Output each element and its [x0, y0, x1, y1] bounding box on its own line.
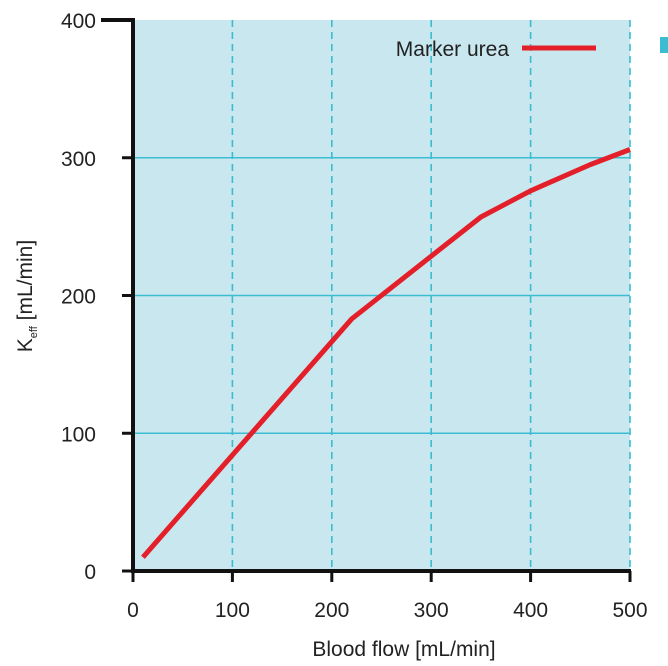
x-tick-label: 100	[215, 599, 250, 622]
legend-label: Marker urea	[396, 38, 510, 61]
corner-swatch	[660, 37, 668, 53]
x-tick-label: 0	[127, 599, 139, 622]
x-tick-label: 200	[314, 599, 349, 622]
x-tick-label: 300	[414, 599, 449, 622]
y-axis-label-main: K	[14, 338, 37, 352]
series-layer	[141, 147, 631, 559]
y-axis-label-subscript: eff	[28, 325, 40, 338]
series-line	[141, 147, 631, 559]
x-tick-labels: 0 100 200 300 400 500	[127, 599, 647, 622]
y-tick-label: 100	[61, 423, 96, 446]
y-tick-label: 400	[61, 10, 96, 33]
y-tick-labels: 0 100 200 300 400	[61, 10, 96, 584]
y-tick-label: 0	[84, 561, 96, 584]
x-axis-label: Blood flow [mL/min]	[312, 638, 495, 661]
legend: Marker urea	[396, 38, 596, 61]
axes	[101, 18, 632, 582]
x-tick-label: 500	[612, 599, 647, 622]
y-axis-label-unit: [mL/min]	[14, 240, 37, 326]
y-tick-label: 200	[61, 286, 96, 309]
y-axis-label: Keff [mL/min]	[14, 240, 40, 352]
y-tick-label: 300	[61, 148, 96, 171]
x-tick-label: 400	[513, 599, 548, 622]
